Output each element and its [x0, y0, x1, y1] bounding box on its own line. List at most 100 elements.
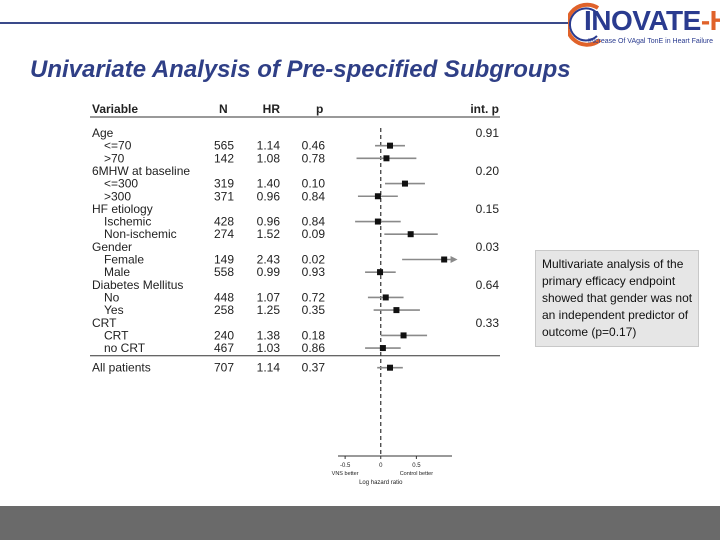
subgroup-p: 0.86 — [302, 341, 326, 355]
subgroup-p: 0.35 — [302, 303, 326, 317]
estimate-point — [387, 364, 394, 371]
subgroup-label: >70 — [104, 151, 125, 165]
subgroup-label: <=70 — [104, 139, 132, 153]
subgroup-hr: 1.14 — [257, 139, 281, 153]
column-header-2: HR — [263, 102, 281, 116]
column-header-3: p — [316, 102, 323, 116]
subgroup-p: 0.46 — [302, 139, 326, 153]
group-label: Gender — [92, 240, 132, 254]
estimate-point — [374, 218, 381, 225]
subgroup-hr: 1.52 — [257, 227, 281, 241]
group-label: HF etiology — [92, 202, 153, 216]
subgroup-n: 467 — [214, 341, 234, 355]
subgroup-label: Yes — [104, 303, 124, 317]
subgroup-n: 142 — [214, 151, 234, 165]
subgroup-label: Male — [104, 265, 130, 279]
control-better-label: Control better — [400, 471, 433, 477]
subgroup-n: 258 — [214, 303, 234, 317]
column-header-4: int. p — [470, 102, 499, 116]
estimate-point — [383, 155, 390, 162]
group-label: CRT — [92, 316, 117, 330]
subgroup-label: Non-ischemic — [104, 227, 177, 241]
estimate-point — [379, 345, 386, 352]
multivariate-note: Multivariate analysis of the primary eff… — [535, 250, 699, 347]
subgroup-n: 428 — [214, 215, 234, 229]
subgroup-label: CRT — [104, 328, 129, 342]
column-header-0: Variable — [92, 102, 138, 116]
subgroup-p: 0.18 — [302, 328, 326, 342]
subgroup-n: 448 — [214, 290, 234, 304]
subgroup-n: 565 — [214, 139, 234, 153]
subgroup-label: >300 — [104, 189, 131, 203]
estimate-point — [377, 269, 384, 276]
group-int-p: 0.20 — [476, 164, 500, 178]
group-label: Age — [92, 126, 114, 140]
ci-arrow — [450, 256, 458, 263]
subgroup-label: Female — [104, 253, 144, 267]
subgroup-n: 371 — [214, 189, 234, 203]
group-int-p: 0.91 — [476, 126, 500, 140]
column-header-1: N — [219, 102, 228, 116]
x-axis-title: Log hazard ratio — [359, 480, 403, 486]
subgroup-n: 319 — [214, 177, 234, 191]
estimate-point — [400, 332, 407, 339]
logo-tagline: INcrease Of VAgal TonE in Heart Failure — [588, 38, 714, 45]
subgroup-hr: 1.25 — [257, 303, 281, 317]
subgroup-hr: 1.07 — [257, 290, 281, 304]
subgroup-hr: 1.03 — [257, 341, 281, 355]
group-label: 6MHW at baseline — [92, 164, 190, 178]
logo-wordmark: INOVATE-HF — [584, 5, 720, 37]
estimate-point — [393, 307, 400, 314]
overall-n: 707 — [214, 361, 234, 375]
group-int-p: 0.15 — [476, 202, 500, 216]
estimate-point — [374, 193, 381, 200]
subgroup-p: 0.72 — [302, 290, 326, 304]
subgroup-p: 0.84 — [302, 215, 326, 229]
subgroup-p: 0.84 — [302, 189, 326, 203]
group-int-p: 0.33 — [476, 316, 500, 330]
group-int-p: 0.64 — [476, 278, 500, 292]
subgroup-hr: 2.43 — [257, 253, 281, 267]
subgroup-hr: 0.96 — [257, 189, 281, 203]
estimate-point — [441, 256, 448, 263]
logo-swoosh-icon — [565, 2, 602, 47]
subgroup-p: 0.93 — [302, 265, 326, 279]
subgroup-hr: 1.38 — [257, 328, 281, 342]
subgroup-p: 0.10 — [302, 177, 326, 191]
estimate-point — [407, 231, 414, 238]
estimate-point — [382, 294, 389, 301]
logo-accent: -HF — [700, 5, 720, 36]
subgroup-n: 274 — [214, 227, 234, 241]
footer-bar — [0, 506, 720, 540]
subgroup-p: 0.09 — [302, 227, 326, 241]
x-tick-label: 0.5 — [412, 463, 421, 469]
group-label: Diabetes Mellitus — [92, 278, 183, 292]
subgroup-label: no CRT — [104, 341, 146, 355]
subgroup-p: 0.02 — [302, 253, 326, 267]
subgroup-label: Ischemic — [104, 215, 151, 229]
subgroup-n: 240 — [214, 328, 234, 342]
overall-hr: 1.14 — [257, 361, 281, 375]
subgroup-hr: 1.40 — [257, 177, 281, 191]
subgroup-label: No — [104, 290, 120, 304]
header-rule — [0, 22, 570, 24]
subgroup-n: 149 — [214, 253, 234, 267]
logo-main: INOVATE — [584, 5, 701, 36]
subgroup-label: <=300 — [104, 177, 138, 191]
subgroup-p: 0.78 — [302, 151, 326, 165]
x-tick-label: -0.5 — [340, 463, 351, 469]
group-int-p: 0.03 — [476, 240, 500, 254]
overall-p: 0.37 — [302, 361, 326, 375]
x-tick-label: 0 — [379, 463, 383, 469]
estimate-point — [401, 180, 408, 187]
subgroup-n: 558 — [214, 265, 234, 279]
subgroup-hr: 0.96 — [257, 215, 281, 229]
inovate-logo — [565, 2, 718, 50]
page-title: Univariate Analysis of Pre-specified Sub… — [30, 56, 571, 83]
subgroup-hr: 0.99 — [257, 265, 281, 279]
subgroup-hr: 1.08 — [257, 151, 281, 165]
estimate-point — [387, 142, 394, 149]
vns-better-label: VNS better — [332, 471, 359, 477]
overall-label: All patients — [92, 361, 151, 375]
